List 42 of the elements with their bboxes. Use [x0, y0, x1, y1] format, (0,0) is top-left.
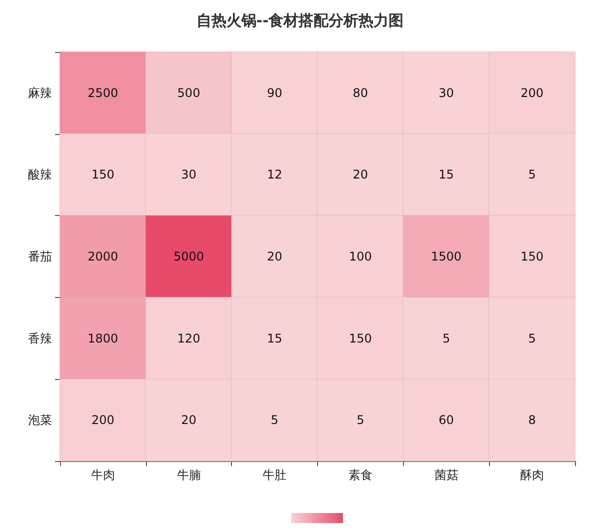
- x-tick-label: 牛肚: [262, 468, 287, 482]
- data-label: 5: [356, 413, 364, 428]
- data-label: 1800: [88, 331, 118, 346]
- data-label: 15: [266, 331, 282, 346]
- y-tick-label: 麻辣: [28, 86, 52, 100]
- data-label: 150: [348, 331, 372, 346]
- data-label: 500: [177, 86, 200, 100]
- data-label: 15: [438, 168, 454, 182]
- y-tick-label: 酸辣: [28, 168, 52, 182]
- x-tick-label: 素食: [348, 468, 372, 482]
- data-label: 120: [177, 331, 200, 346]
- y-tick-label: 番茄: [28, 250, 52, 264]
- data-label: 12: [266, 168, 282, 182]
- y-tick-label: 香辣: [28, 331, 52, 346]
- data-label: 30: [181, 168, 196, 182]
- data-label: 5000: [173, 250, 204, 264]
- data-label: 5: [528, 168, 536, 182]
- data-label: 90: [266, 86, 282, 100]
- data-label: 5: [528, 331, 536, 346]
- data-label: 20: [266, 250, 282, 264]
- y-tick-label: 泡菜: [28, 413, 52, 428]
- data-label: 2500: [88, 86, 118, 100]
- data-label: 200: [520, 86, 544, 100]
- data-label: 100: [348, 250, 372, 264]
- data-label: 80: [352, 86, 368, 100]
- data-label: 60: [438, 413, 454, 428]
- data-label: 5: [270, 413, 278, 428]
- data-label: 8: [528, 413, 536, 428]
- data-label: 20: [352, 168, 368, 182]
- data-label: 30: [438, 86, 454, 100]
- x-tick-label: 菌菇: [434, 468, 458, 482]
- chart-title: 自热火锅--食材搭配分析热力图: [196, 12, 404, 30]
- data-label: 1500: [430, 250, 462, 264]
- x-tick-label: 牛肉: [90, 468, 115, 482]
- data-label: 150: [520, 250, 544, 264]
- data-label: 150: [91, 168, 114, 182]
- x-tick-label: 牛腩: [176, 468, 201, 482]
- data-label: 2000: [88, 250, 118, 264]
- data-label: 5: [442, 331, 450, 346]
- data-label: 20: [181, 413, 196, 428]
- data-label: 200: [91, 413, 114, 428]
- x-tick-label: 酥肉: [520, 468, 544, 482]
